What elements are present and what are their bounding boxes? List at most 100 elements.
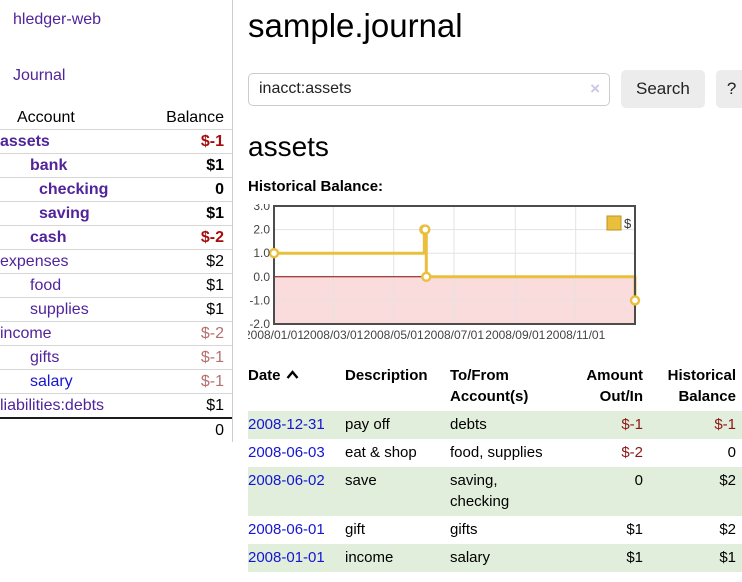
register-header-balance: Historical Balance (667, 367, 736, 405)
search-box: × (248, 72, 610, 106)
transaction-amount: $-2 (621, 444, 643, 461)
register-row: 2008-01-01 income salary $1 $1 (248, 544, 742, 572)
account-balance: $1 (144, 153, 232, 178)
main-content: sample.journal × Search ? assets Histori… (233, 0, 742, 572)
transaction-accounts: food, supplies (450, 444, 543, 461)
transaction-balance: 0 (727, 444, 736, 461)
accounts-header-account: Account (0, 106, 145, 130)
chart-plot-border (273, 205, 636, 325)
chart-data-point (629, 295, 641, 306)
legend-swatch (606, 215, 622, 231)
account-link-income[interactable]: income (0, 325, 52, 342)
register-row: 2008-06-03 eat & shop food, supplies $-2… (248, 439, 742, 467)
account-balance: $1 (144, 273, 232, 298)
transaction-description: pay off (345, 416, 390, 433)
chart-data-point (420, 224, 431, 235)
svg-text:-1.0: -1.0 (249, 293, 270, 307)
transaction-balance: $2 (719, 472, 736, 489)
transaction-accounts: saving, checking (450, 472, 510, 510)
transaction-date-link[interactable]: 2008-12-31 (248, 416, 325, 433)
svg-text:1.0: 1.0 (253, 246, 270, 260)
account-link-salary[interactable]: salary (30, 373, 73, 390)
account-link-cash[interactable]: cash (30, 229, 67, 246)
transaction-amount: $1 (626, 549, 643, 566)
account-row: liabilities:debts $1 (0, 393, 232, 419)
transaction-amount: $1 (626, 521, 643, 538)
search-input[interactable] (248, 72, 610, 106)
search-form: × Search ? (248, 70, 742, 108)
transaction-date-link[interactable]: 2008-06-03 (248, 444, 325, 461)
account-link-food[interactable]: food (30, 277, 62, 294)
account-row: saving $1 (0, 201, 232, 226)
transaction-balance: $2 (719, 521, 736, 538)
account-row: gifts $-1 (0, 345, 232, 370)
account-balance: 0 (144, 177, 232, 202)
register-header-date-label: Date (248, 367, 281, 384)
transaction-description: gift (345, 521, 366, 538)
help-button[interactable]: ? (715, 70, 742, 108)
sidebar-item-journal[interactable]: Journal (13, 67, 66, 84)
brand-link[interactable]: hledger-web (13, 11, 102, 28)
account-link-expenses[interactable]: expenses (0, 253, 69, 270)
register-header-date: Date (248, 362, 345, 411)
search-button[interactable]: Search (621, 70, 705, 108)
register-header-accounts: To/From Account(s) (450, 367, 529, 405)
account-heading: assets (248, 131, 329, 162)
account-balance: $-1 (144, 345, 232, 370)
account-row: checking 0 (0, 177, 232, 202)
transaction-amount: 0 (634, 472, 643, 489)
svg-text:2008/03/01: 2008/03/01 (303, 328, 363, 342)
page-title: sample.journal (248, 7, 463, 44)
svg-text:2008/01/01: 2008/01/01 (248, 328, 304, 342)
transaction-date-link[interactable]: 2008-06-02 (248, 472, 325, 489)
account-row: bank $1 (0, 153, 232, 178)
account-link-gifts[interactable]: gifts (30, 349, 60, 366)
account-balance: $1 (144, 201, 232, 226)
accounts-table: Account Balance assets $-1 bank $1 check… (0, 106, 232, 442)
transaction-accounts: debts (450, 416, 487, 433)
svg-text:3.0: 3.0 (253, 204, 270, 213)
accounts-table-header-row: Account Balance (0, 106, 232, 130)
transaction-date-link[interactable]: 2008-06-01 (248, 521, 325, 538)
accounts-total-row: 0 (0, 417, 232, 442)
accounts-header-balance: Balance (144, 106, 232, 130)
account-link-bank[interactable]: bank (30, 157, 68, 174)
register-header-amount: Amount Out/In (586, 367, 643, 405)
account-balance: $-1 (144, 369, 232, 394)
account-balance: $-2 (144, 321, 232, 346)
account-row: expenses $2 (0, 249, 232, 274)
register-row: 2008-12-31 pay off debts $-1 $-1 (248, 411, 742, 439)
transaction-balance: $-1 (714, 416, 736, 433)
transaction-date-link[interactable]: 2008-01-01 (248, 549, 325, 566)
account-link-checking[interactable]: checking (39, 181, 109, 198)
account-link-liabilities-debts[interactable]: liabilities:debts (0, 397, 105, 414)
transaction-accounts: gifts (450, 521, 478, 538)
transaction-description: income (345, 549, 394, 566)
register-header-description: Description (345, 367, 428, 384)
register-table: Date Description To/From Account(s) Amou… (248, 362, 742, 572)
chart-label: Historical Balance: (248, 178, 384, 195)
svg-text:2008/07/01: 2008/07/01 (424, 328, 484, 342)
transaction-balance: $1 (719, 549, 736, 566)
account-link-assets[interactable]: assets (0, 133, 50, 150)
legend-label: $ (624, 216, 632, 231)
account-row: cash $-2 (0, 225, 232, 250)
account-row: salary $-1 (0, 369, 232, 394)
account-row: food $1 (0, 273, 232, 298)
transaction-description: eat & shop (345, 444, 417, 461)
transaction-amount: $-1 (621, 416, 643, 433)
chart-data-point (268, 248, 280, 259)
account-balance: $-2 (144, 225, 232, 250)
account-balance: $1 (144, 393, 232, 419)
account-row: income $-2 (0, 321, 232, 346)
clear-search-icon[interactable]: × (590, 78, 600, 98)
account-link-supplies[interactable]: supplies (30, 301, 89, 318)
svg-text:2008/05/01: 2008/05/01 (364, 328, 424, 342)
svg-text:2008/09/01: 2008/09/01 (485, 328, 545, 342)
account-link-saving[interactable]: saving (39, 205, 90, 222)
register-row: 2008-06-02 save saving, checking 0 $2 (248, 467, 742, 516)
account-balance: $-1 (144, 129, 232, 154)
transaction-accounts: salary (450, 549, 491, 566)
